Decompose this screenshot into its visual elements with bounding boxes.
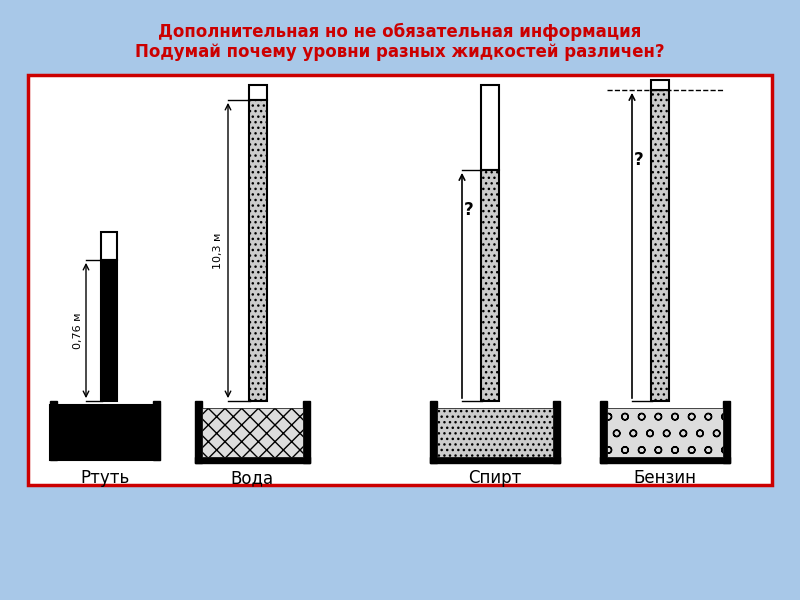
Bar — [195, 457, 310, 463]
Text: Ртуть: Ртуть — [80, 469, 130, 487]
Bar — [303, 401, 310, 463]
Text: ?: ? — [634, 151, 644, 169]
Bar — [651, 90, 669, 401]
Bar — [101, 260, 117, 401]
Bar — [28, 75, 772, 485]
Bar — [481, 170, 499, 401]
Bar — [101, 232, 117, 260]
Text: 10,3 м: 10,3 м — [213, 232, 223, 269]
Bar — [153, 401, 160, 460]
Text: Бензин: Бензин — [634, 469, 697, 487]
Text: Подумай почему уровни разных жидкостей различен?: Подумай почему уровни разных жидкостей р… — [135, 43, 665, 61]
Text: 0,76 м: 0,76 м — [73, 312, 83, 349]
Bar — [723, 401, 730, 463]
Bar — [50, 405, 160, 460]
Bar — [437, 408, 553, 457]
Bar — [607, 408, 723, 457]
Text: Дополнительная но не обязательная информация: Дополнительная но не обязательная информ… — [158, 23, 642, 41]
Bar — [553, 401, 560, 463]
Bar — [430, 401, 437, 463]
Bar — [195, 401, 202, 463]
Bar — [651, 80, 669, 90]
Text: Вода: Вода — [230, 469, 274, 487]
Bar — [430, 457, 560, 463]
Text: ?: ? — [464, 201, 474, 219]
Text: Спирт: Спирт — [468, 469, 522, 487]
Bar — [600, 401, 607, 463]
Bar — [50, 401, 57, 460]
Bar — [249, 100, 267, 401]
Bar — [600, 457, 730, 463]
Bar — [249, 85, 267, 100]
Bar — [202, 408, 303, 457]
Bar — [481, 85, 499, 170]
